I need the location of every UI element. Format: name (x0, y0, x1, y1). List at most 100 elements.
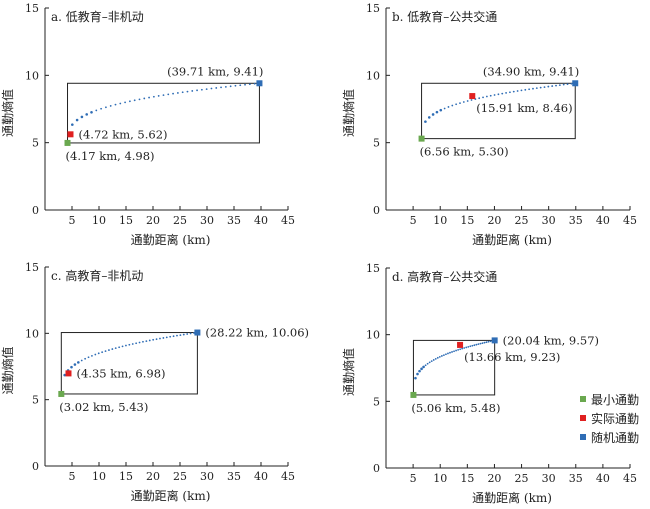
y-tick-label: 15 (366, 262, 380, 275)
curve-dot (101, 351, 104, 354)
y-tick-label: 15 (25, 261, 39, 274)
curve-dot (535, 87, 538, 90)
actual-commute-marker (469, 93, 476, 100)
curve-dot (520, 89, 523, 92)
curve-dot (152, 95, 155, 98)
curve-dot (234, 84, 237, 87)
min-point-label: (3.02 km, 5.43) (59, 400, 148, 414)
extent-box (421, 82, 576, 140)
y-axis-label: 通勤熵值 (0, 89, 15, 137)
curve-dot (152, 338, 155, 341)
actual-point-label: (15.91 km, 8.46) (476, 101, 572, 115)
curve-dot (172, 92, 174, 95)
curve-dot (196, 89, 198, 92)
curve-dot (118, 346, 121, 349)
curve-dot (94, 353, 97, 356)
curve-dot (435, 110, 439, 114)
curve-dot (105, 106, 107, 109)
curve-dot (455, 349, 457, 352)
curve-dot (215, 87, 218, 89)
x-tick-label: 5 (410, 472, 417, 485)
curve-dot (80, 115, 84, 119)
curve-dot (447, 352, 449, 355)
curve-dot (461, 347, 464, 350)
curve-dot (182, 333, 185, 336)
curve-dot (77, 361, 80, 364)
curve-dot (543, 86, 546, 88)
curve-dot (566, 83, 569, 86)
curve-dot (445, 353, 447, 356)
curve-dot (210, 87, 213, 90)
curve-dot (63, 373, 67, 377)
x-tick-label: 15 (460, 214, 474, 227)
curve-dot (466, 100, 469, 102)
curve-dot (200, 88, 203, 91)
curve-dot (95, 109, 98, 112)
x-tick-label: 10 (92, 470, 106, 483)
curve-dot (162, 337, 165, 339)
curve-dot (205, 88, 208, 91)
x-tick-label: 40 (596, 214, 610, 227)
curve-dot (465, 346, 468, 349)
curve-dot (167, 93, 170, 96)
curve-dot (449, 351, 451, 354)
x-tick-label: 25 (173, 214, 187, 227)
curve-dot (414, 376, 417, 380)
curve-dot (473, 344, 476, 347)
curve-dot (87, 356, 90, 359)
x-tick-label: 30 (542, 472, 556, 485)
curve-dot (85, 113, 89, 116)
x-tick-label: 20 (487, 214, 501, 227)
curve-dot (505, 92, 507, 94)
curve-dot (244, 83, 246, 86)
y-tick-label: 10 (25, 327, 39, 340)
curve-dot (482, 96, 484, 99)
y-axis-label: 通勤熵值 (0, 346, 15, 394)
curve-dot (148, 339, 151, 342)
curve-dot (493, 94, 496, 96)
curve-dot (481, 342, 484, 345)
curve-dot (179, 334, 182, 337)
y-tick-label: 5 (373, 137, 380, 150)
min-commute-marker (58, 390, 65, 397)
curve-dot (90, 110, 93, 114)
curve-dot (181, 91, 184, 94)
curve-dot (142, 340, 144, 343)
curve-dot (428, 361, 431, 364)
curve-dot (416, 372, 419, 376)
x-tick-label: 15 (119, 470, 133, 483)
x-axis-label: 通勤距离 (km) (131, 232, 211, 247)
curve-dot (176, 92, 179, 94)
curve-dot (157, 95, 160, 97)
curve-dot (109, 105, 112, 107)
x-tick-label: 40 (596, 472, 610, 485)
curve-dot (470, 99, 473, 101)
curve-dot (443, 107, 446, 110)
curve-dot (422, 365, 425, 369)
curve-dot (424, 120, 427, 123)
y-tick-label: 0 (32, 204, 39, 217)
x-tick-label: 45 (623, 214, 637, 227)
random-commute-marker (194, 329, 201, 336)
x-tick-label: 35 (569, 214, 583, 227)
random-commute-marker (256, 80, 263, 87)
random-point-label: (28.22 km, 10.06) (205, 326, 309, 340)
curve-dot (71, 123, 74, 126)
y-tick-label: 5 (32, 394, 39, 407)
x-axis-label: 通勤距离 (km) (131, 488, 211, 503)
curve-dot (80, 359, 83, 362)
x-tick-label: 45 (281, 214, 295, 227)
x-axis-label: 通勤距离 (km) (472, 490, 552, 505)
min-point-label: (4.17 km, 4.98) (66, 149, 155, 163)
curve-dot (220, 86, 222, 89)
actual-point-label: (4.72 km, 5.62) (78, 127, 167, 141)
curve-dot (418, 369, 421, 373)
y-tick-label: 5 (373, 395, 380, 408)
curve-dot (162, 94, 165, 97)
curve-dot (125, 344, 127, 347)
y-axis-label: 通勤熵值 (341, 348, 356, 396)
curve-dot (487, 340, 490, 343)
curve-dot (489, 94, 492, 97)
